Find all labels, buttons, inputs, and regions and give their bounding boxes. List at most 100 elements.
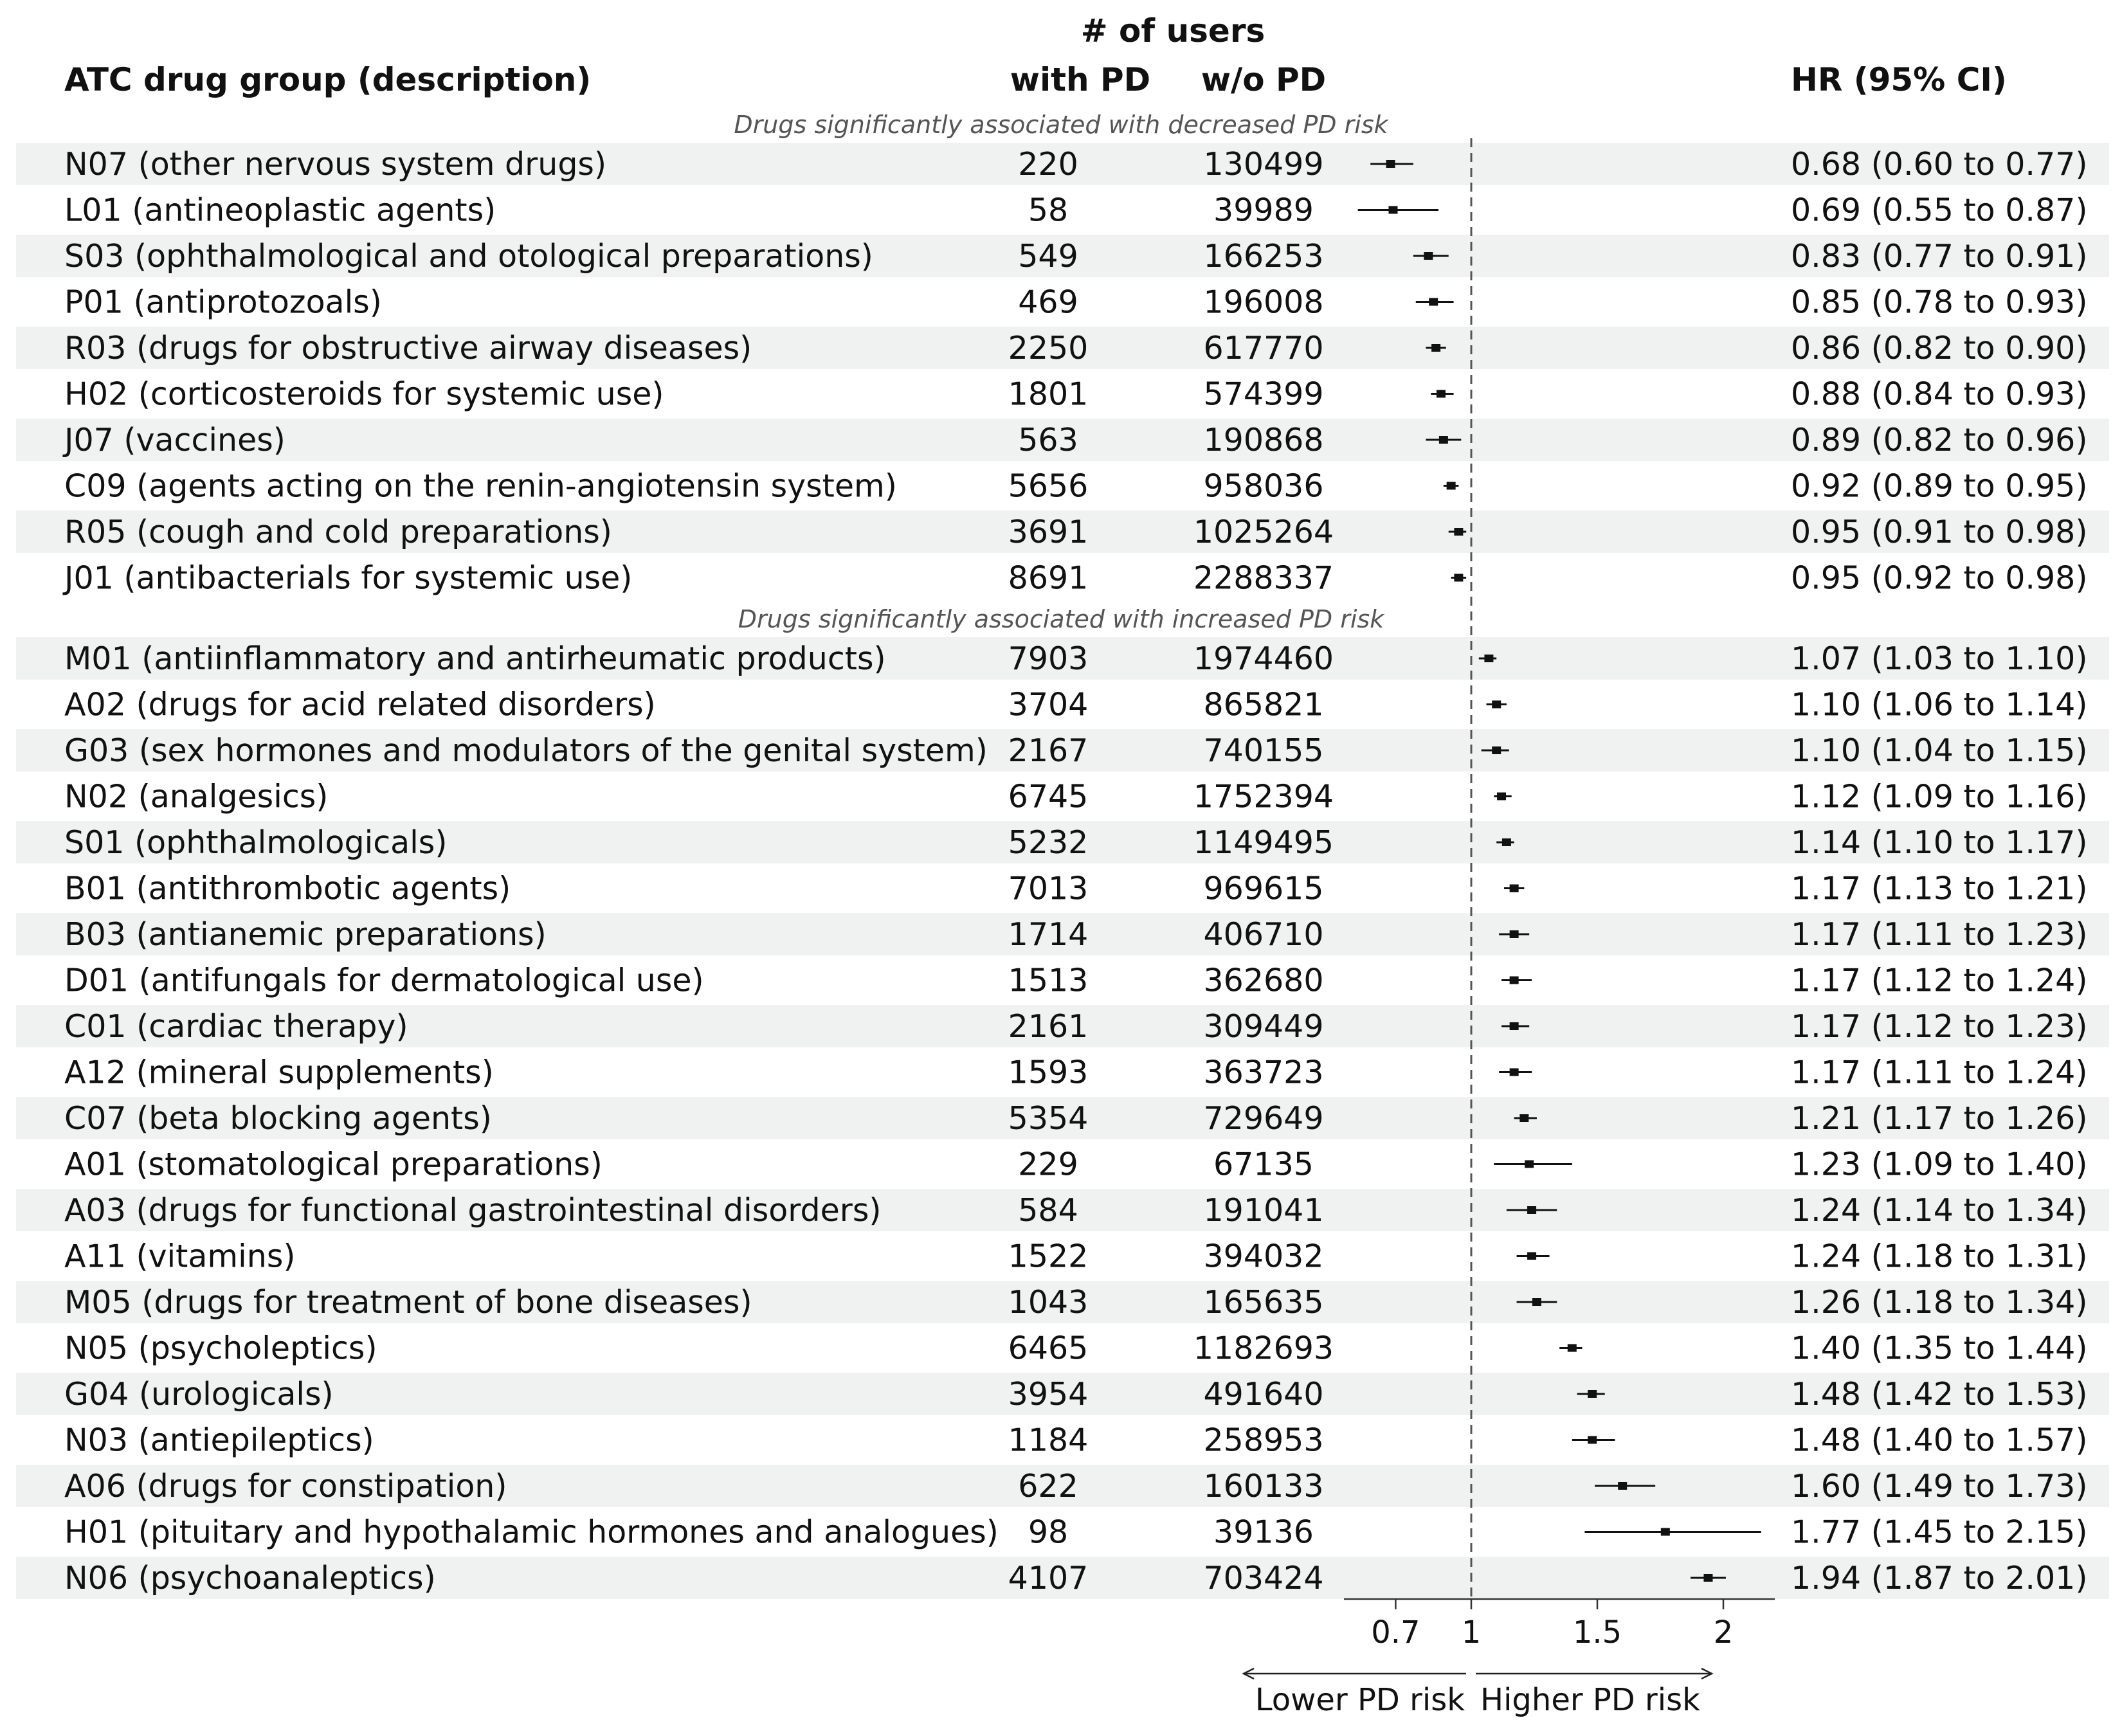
x-tick-label: 1.5: [1573, 1614, 1622, 1650]
row-stripe: [16, 1281, 2109, 1323]
higher-risk-arrowhead: [1701, 1667, 1714, 1680]
row-stripe: [16, 913, 2109, 955]
hr-point: [1532, 1298, 1541, 1306]
drug-label: A01 (stomatological preparations): [64, 1146, 603, 1183]
drug-label: L01 (antineoplastic agents): [64, 192, 496, 229]
drug-label: H01 (pituitary and hypothalamic hormones…: [64, 1514, 999, 1551]
hr-ci-text: 1.17 (1.12 to 1.23): [1791, 1008, 2087, 1045]
row-stripe: [16, 1465, 2109, 1507]
without-pd-count: 165635: [1203, 1284, 1323, 1321]
drug-label: A12 (mineral supplements): [64, 1054, 494, 1091]
lower-risk-label: Lower PD risk: [1255, 1682, 1465, 1718]
drug-label: N02 (analgesics): [64, 779, 328, 815]
hr-ci-text: 1.48 (1.42 to 1.53): [1791, 1376, 2087, 1413]
hr-ci-text: 0.92 (0.89 to 0.95): [1791, 468, 2087, 505]
hr-point: [1501, 838, 1511, 846]
with-pd-count: 6465: [1008, 1330, 1089, 1367]
without-pd-count: 1149495: [1193, 824, 1334, 861]
with-pd-count: 3704: [1008, 687, 1089, 723]
hr-ci-text: 1.17 (1.11 to 1.24): [1791, 1054, 2087, 1091]
without-pd-count: 309449: [1203, 1008, 1323, 1045]
drug-label: R03 (drugs for obstructive airway diseas…: [64, 330, 752, 366]
drug-label: D01 (antifungals for dermatological use): [64, 963, 704, 999]
without-pd-count: 617770: [1203, 330, 1323, 366]
hr-point: [1454, 574, 1464, 582]
x-tick-label: 1: [1462, 1614, 1482, 1650]
without-pd-count: 160133: [1203, 1468, 1323, 1505]
x-axis: 0.7 1 1.5 2: [1344, 1598, 1775, 1650]
hr-point: [1386, 160, 1395, 168]
hr-ci-text: 1.12 (1.09 to 1.16): [1791, 779, 2087, 815]
without-pd-count: 362680: [1203, 963, 1323, 999]
hr-texts: 0.68 (0.60 to 0.77) 0.69 (0.55 to 0.87) 0.…: [1791, 146, 2087, 1596]
hr-point: [1525, 1160, 1534, 1168]
row-stripe: [16, 143, 2109, 185]
without-pd-count: 258953: [1203, 1422, 1323, 1459]
without-pd-count: 406710: [1203, 916, 1323, 953]
hr-point: [1388, 206, 1398, 214]
section-title: Drugs significantly associated with decr…: [734, 111, 1389, 139]
drug-column-header: ATC drug group (description): [64, 61, 591, 98]
hr-ci-text: 1.26 (1.18 to 1.34): [1791, 1284, 2087, 1321]
hr-ci-text: 1.24 (1.14 to 1.34): [1791, 1192, 2087, 1229]
drug-label: A02 (drugs for acid related disorders): [64, 687, 656, 723]
without-pd-column-header: w/o PD: [1201, 61, 1326, 98]
hr-ci-text: 1.77 (1.45 to 2.15): [1791, 1514, 2087, 1551]
hr-point: [1438, 436, 1448, 444]
hr-ci-text: 1.17 (1.12 to 1.24): [1791, 963, 2087, 999]
with-pd-count: 549: [1018, 238, 1078, 275]
without-pd-count: 39989: [1213, 192, 1314, 229]
with-pd-count: 2250: [1008, 330, 1089, 366]
without-pd-count: 740155: [1203, 732, 1323, 769]
without-pd-count: 363723: [1203, 1054, 1323, 1091]
hr-point: [1509, 1068, 1519, 1076]
row-stripe: [16, 1097, 2109, 1139]
drug-label: G03 (sex hormones and modulators of the …: [64, 732, 988, 769]
drug-label: B01 (antithrombotic agents): [64, 871, 511, 907]
with-pd-count: 6745: [1008, 779, 1089, 815]
user-counts: 220 130499 58 39989 549 166253 469 196008 2250 61…: [1008, 146, 1334, 1596]
hr-ci-text: 0.95 (0.91 to 0.98): [1791, 514, 2087, 550]
hr-point: [1492, 746, 1501, 754]
drug-label: M05 (drugs for treatment of bone disease…: [64, 1284, 752, 1321]
hr-ci-text: 1.21 (1.17 to 1.26): [1791, 1100, 2087, 1137]
with-pd-count: 1184: [1008, 1422, 1089, 1459]
drug-label: N05 (psycholeptics): [64, 1330, 377, 1367]
with-pd-count: 469: [1018, 284, 1078, 321]
drug-label: M01 (antiinflammatory and antirheumatic …: [64, 640, 886, 677]
with-pd-count: 3691: [1008, 514, 1089, 550]
row-stripe: [16, 419, 2109, 461]
drug-label: C01 (cardiac therapy): [64, 1008, 408, 1045]
section-titles: Drugs significantly associated with decr…: [734, 111, 1389, 633]
with-pd-count: 58: [1028, 192, 1068, 229]
hr-point: [1588, 1436, 1597, 1444]
row-stripe: [16, 1189, 2109, 1231]
drug-label: N06 (psychoanaleptics): [64, 1560, 436, 1596]
hr-ci-text: 1.07 (1.03 to 1.10): [1791, 640, 2087, 677]
with-pd-count: 622: [1018, 1468, 1078, 1505]
hr-point: [1527, 1252, 1537, 1260]
hr-ci-text: 0.69 (0.55 to 0.87): [1791, 192, 2087, 229]
x-tick-label: 2: [1714, 1614, 1734, 1650]
hr-ci-text: 1.10 (1.06 to 1.14): [1791, 687, 2087, 723]
drug-label: A03 (drugs for functional gastrointestin…: [64, 1192, 882, 1229]
hr-point: [1527, 1206, 1537, 1214]
hr-point: [1588, 1390, 1597, 1398]
row-stripe: [16, 511, 2109, 553]
without-pd-count: 1974460: [1193, 640, 1334, 677]
drug-label: J01 (antibacterials for systemic use): [62, 560, 632, 597]
with-pd-count: 1593: [1008, 1054, 1089, 1091]
hr-ci-text: 1.24 (1.18 to 1.31): [1791, 1238, 2087, 1275]
drug-label: R05 (cough and cold preparations): [64, 514, 612, 550]
without-pd-count: 491640: [1203, 1376, 1323, 1413]
drug-label: N07 (other nervous system drugs): [64, 146, 606, 183]
with-pd-count: 98: [1028, 1514, 1068, 1551]
row-stripe: [16, 1005, 2109, 1047]
hr-point: [1484, 655, 1494, 662]
hr-point: [1431, 344, 1441, 352]
hr-ci-text: 1.14 (1.10 to 1.17): [1791, 824, 2087, 861]
with-pd-count: 4107: [1008, 1560, 1089, 1596]
hr-point: [1454, 528, 1464, 536]
lower-risk-arrowhead: [1242, 1667, 1255, 1680]
